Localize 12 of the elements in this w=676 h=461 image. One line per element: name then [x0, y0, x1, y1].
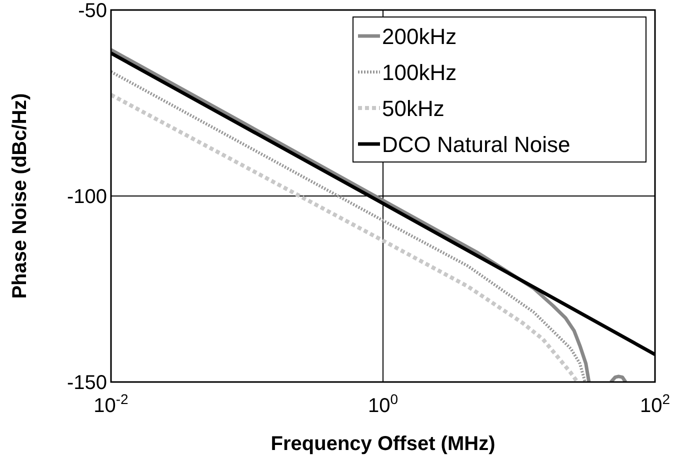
x-axis-title: Frequency Offset (MHz)	[270, 433, 496, 455]
y-axis-title: Phase Noise (dBc/Hz)	[9, 93, 31, 299]
legend-label: DCO Natural Noise	[382, 132, 570, 157]
x-tick-label: 10$^{-2}$	[94, 391, 129, 417]
legend-label: 100kHz	[382, 60, 457, 85]
x-tick-label: 10$^{2}$	[640, 391, 670, 417]
x-tick-label: 10$^{0}$	[368, 391, 398, 417]
y-tick-label: -100	[66, 186, 107, 208]
legend-label: 200kHz	[382, 24, 457, 49]
y-tick-label: -150	[66, 372, 107, 394]
y-tick-label: -50	[78, 0, 107, 22]
legend-label: 50kHz	[382, 96, 444, 121]
